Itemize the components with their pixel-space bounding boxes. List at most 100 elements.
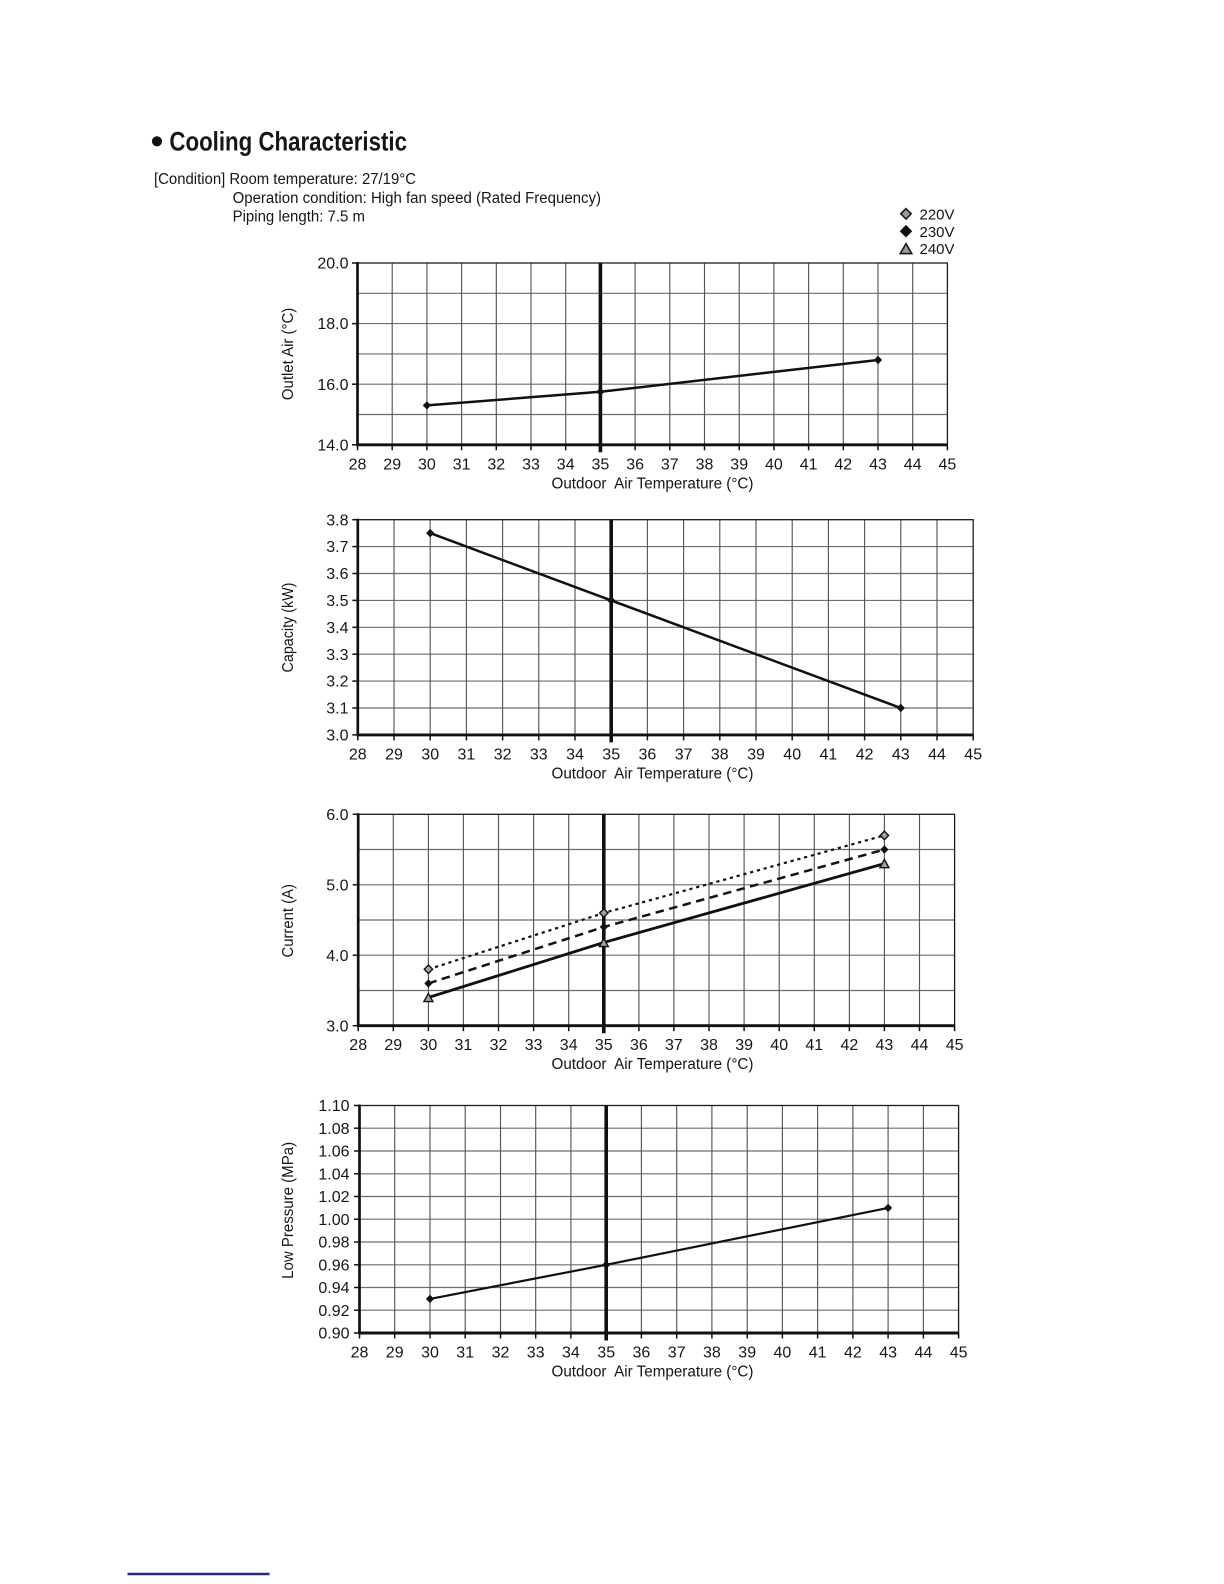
svg-text:40: 40	[774, 1345, 792, 1362]
svg-text:1.08: 1.08	[318, 1121, 349, 1138]
svg-text:39: 39	[735, 1037, 753, 1054]
svg-text:Cooling Characteristic: Cooling Characteristic	[169, 126, 407, 156]
svg-text:1.02: 1.02	[318, 1189, 349, 1206]
svg-text:37: 37	[661, 456, 679, 473]
svg-text:33: 33	[530, 746, 548, 763]
svg-text:5.0: 5.0	[326, 877, 348, 894]
svg-text:31: 31	[453, 456, 471, 473]
svg-text:34: 34	[557, 456, 575, 473]
svg-text:Piping length: 7.5 m: Piping length: 7.5 m	[233, 209, 365, 226]
svg-text:39: 39	[730, 456, 748, 473]
svg-text:3.0: 3.0	[326, 1018, 348, 1035]
svg-text:34: 34	[560, 1037, 578, 1054]
svg-text:34: 34	[562, 1345, 580, 1362]
svg-text:39: 39	[747, 746, 765, 763]
svg-text:36: 36	[626, 456, 644, 473]
svg-text:Outdoor Air Temperature (°C): Outdoor Air Temperature (°C)	[552, 1056, 754, 1073]
svg-text:32: 32	[494, 746, 512, 763]
svg-text:[Condition] Room temperature:: [Condition] Room temperature: 27/19°C	[154, 171, 416, 188]
svg-text:28: 28	[349, 746, 367, 763]
svg-text:3.6: 3.6	[326, 566, 348, 583]
svg-text:0.90: 0.90	[318, 1326, 349, 1343]
svg-text:38: 38	[696, 456, 714, 473]
svg-text:41: 41	[809, 1345, 827, 1362]
svg-text:45: 45	[946, 1037, 964, 1054]
svg-text:3.1: 3.1	[326, 701, 348, 718]
svg-text:34: 34	[566, 746, 584, 763]
svg-text:45: 45	[939, 456, 957, 473]
svg-text:41: 41	[800, 456, 818, 473]
svg-text:30: 30	[421, 1345, 439, 1362]
svg-text:43: 43	[879, 1345, 897, 1362]
svg-text:37: 37	[665, 1037, 683, 1054]
svg-text:0.92: 0.92	[318, 1303, 349, 1320]
svg-text:42: 42	[844, 1345, 862, 1362]
svg-text:28: 28	[351, 1345, 369, 1362]
svg-text:41: 41	[805, 1037, 823, 1054]
svg-text:Outdoor Air Temperature (°C): Outdoor Air Temperature (°C)	[552, 1364, 754, 1381]
svg-text:30: 30	[421, 746, 439, 763]
svg-text:20.0: 20.0	[317, 256, 348, 273]
svg-text:40: 40	[783, 746, 801, 763]
svg-text:36: 36	[630, 1037, 648, 1054]
svg-text:42: 42	[856, 746, 874, 763]
svg-text:28: 28	[349, 456, 367, 473]
svg-text:38: 38	[711, 746, 729, 763]
svg-text:28: 28	[349, 1037, 367, 1054]
svg-text:37: 37	[675, 746, 693, 763]
svg-text:32: 32	[490, 1037, 508, 1054]
svg-text:38: 38	[700, 1037, 718, 1054]
svg-text:35: 35	[592, 456, 610, 473]
svg-text:30: 30	[420, 1037, 438, 1054]
svg-text:45: 45	[964, 746, 982, 763]
svg-text:29: 29	[383, 456, 401, 473]
svg-text:29: 29	[385, 746, 403, 763]
svg-text:32: 32	[487, 456, 505, 473]
svg-text:0.96: 0.96	[318, 1257, 349, 1274]
svg-text:3.3: 3.3	[326, 647, 348, 664]
svg-text:240V: 240V	[920, 241, 955, 258]
svg-text:16.0: 16.0	[317, 377, 348, 394]
svg-text:1.04: 1.04	[318, 1166, 349, 1183]
svg-text:32: 32	[492, 1345, 510, 1362]
svg-text:Capacity (kW): Capacity (kW)	[280, 583, 297, 673]
svg-text:220V: 220V	[920, 206, 955, 223]
svg-text:Low Pressure (MPa): Low Pressure (MPa)	[280, 1142, 297, 1279]
svg-text:41: 41	[820, 746, 838, 763]
svg-text:Current (A): Current (A)	[280, 884, 297, 957]
svg-text:31: 31	[458, 746, 476, 763]
svg-text:0.98: 0.98	[318, 1235, 349, 1252]
svg-text:44: 44	[915, 1345, 933, 1362]
svg-text:37: 37	[668, 1345, 686, 1362]
svg-text:18.0: 18.0	[317, 316, 348, 333]
svg-text:40: 40	[765, 456, 783, 473]
svg-text:43: 43	[869, 456, 887, 473]
svg-text:38: 38	[703, 1345, 721, 1362]
svg-text:3.0: 3.0	[326, 728, 348, 745]
svg-text:3.8: 3.8	[326, 512, 348, 529]
svg-text:42: 42	[841, 1037, 859, 1054]
svg-text:3.4: 3.4	[326, 620, 348, 637]
svg-text:30: 30	[418, 456, 436, 473]
svg-text:43: 43	[876, 1037, 894, 1054]
svg-text:35: 35	[595, 1037, 613, 1054]
svg-text:35: 35	[597, 1345, 615, 1362]
svg-text:36: 36	[633, 1345, 651, 1362]
svg-text:44: 44	[904, 456, 922, 473]
svg-text:29: 29	[384, 1037, 402, 1054]
svg-text:230V: 230V	[920, 224, 955, 241]
svg-text:Outdoor Air Temperature (°C): Outdoor Air Temperature (°C)	[552, 765, 754, 782]
svg-text:35: 35	[602, 746, 620, 763]
svg-text:3.7: 3.7	[326, 539, 348, 556]
svg-text:45: 45	[950, 1345, 968, 1362]
svg-text:44: 44	[911, 1037, 929, 1054]
svg-text:1.06: 1.06	[318, 1144, 349, 1161]
svg-text:Outdoor Air Temperature (°C): Outdoor Air Temperature (°C)	[552, 475, 754, 492]
svg-text:1.00: 1.00	[318, 1212, 349, 1229]
svg-text:3.5: 3.5	[326, 593, 348, 610]
svg-text:31: 31	[456, 1345, 474, 1362]
svg-text:44: 44	[928, 746, 946, 763]
svg-text:33: 33	[522, 456, 540, 473]
svg-text:4.0: 4.0	[326, 948, 348, 965]
svg-text:Operation condition: High fan: Operation condition: High fan speed (Rat…	[233, 190, 601, 207]
